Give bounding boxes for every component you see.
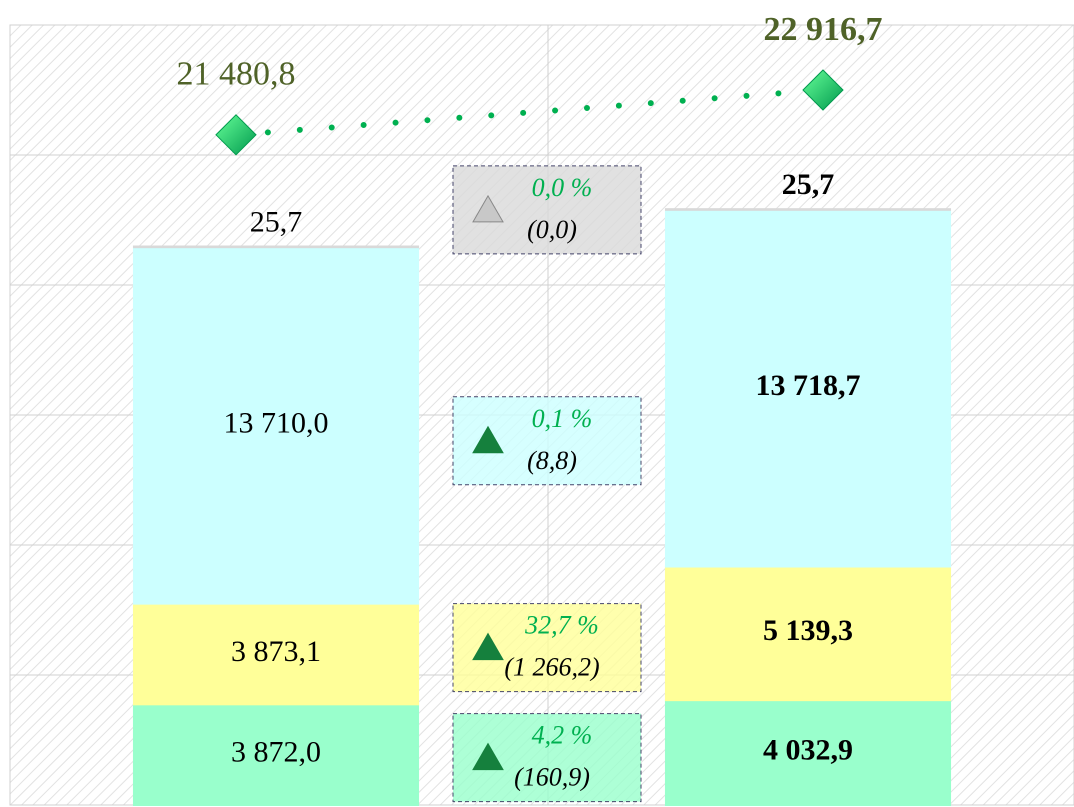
total-marker xyxy=(802,69,844,111)
change-diff: (0,0) xyxy=(527,215,577,244)
bar-segment xyxy=(664,208,952,211)
bar-label: 25,7 xyxy=(250,205,303,238)
bar-segment xyxy=(664,565,952,702)
total-line xyxy=(233,86,826,138)
bar-label: 13 718,7 xyxy=(756,369,861,402)
bar-segment xyxy=(132,703,420,806)
total-label: 21 480,8 xyxy=(177,56,296,93)
bar-label: 3 872,0 xyxy=(231,736,321,769)
bar-segment xyxy=(664,208,952,568)
total-label: 22 916,7 xyxy=(764,11,883,48)
change-percent: 4,2 % xyxy=(532,721,593,750)
change-percent: 32,7 % xyxy=(524,611,599,640)
bar-label: 4 032,9 xyxy=(763,733,853,766)
change-arrow xyxy=(472,632,504,661)
bar-label: 3 873,1 xyxy=(231,635,321,668)
change-diff: (160,9) xyxy=(514,763,590,792)
change-arrow xyxy=(472,425,504,454)
change-percent: 0,1 % xyxy=(532,404,593,433)
bar-label: 5 139,3 xyxy=(763,614,853,647)
total-marker xyxy=(215,114,257,156)
bar-label: 13 710,0 xyxy=(224,406,329,439)
change-percent: 0,0 % xyxy=(532,173,593,202)
change-arrow xyxy=(472,742,504,771)
change-diff: (1 266,2) xyxy=(504,653,599,682)
change-diff: (8,8) xyxy=(527,446,577,475)
bar-label: 25,7 xyxy=(782,168,835,201)
change-arrow xyxy=(472,194,504,223)
bar-segment xyxy=(132,245,420,249)
